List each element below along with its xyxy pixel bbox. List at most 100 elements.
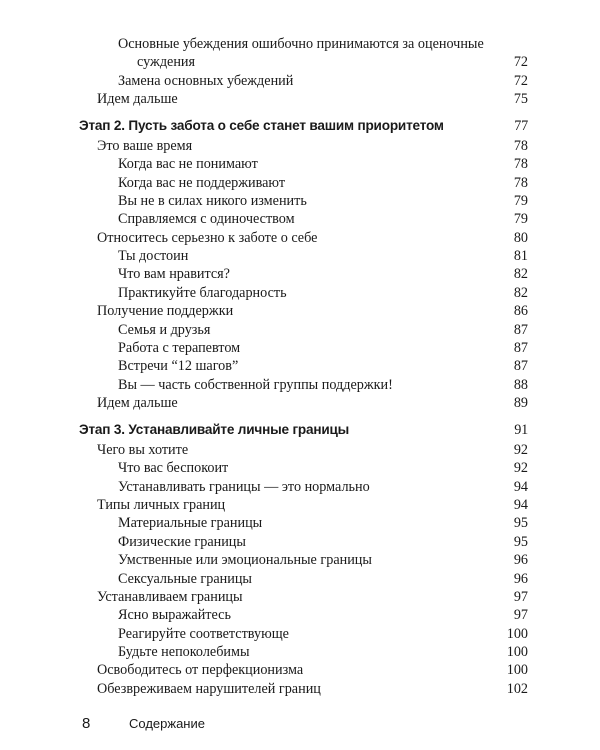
toc-entry-title: Обезвреживаем нарушителей границ: [97, 680, 321, 697]
toc-entry: Обезвреживаем нарушителей границ 102: [79, 680, 528, 698]
toc-entry-title: Типы личных границ: [97, 496, 226, 513]
toc-page-number: 82: [513, 266, 528, 283]
toc-page-number: 89: [513, 395, 528, 412]
toc-entry-title: Идем дальше: [97, 395, 178, 412]
toc-entry-title: Ты достоин: [118, 248, 189, 265]
running-header: Содержание: [129, 716, 205, 731]
toc-entry-title: Освободитесь от перфекционизма: [97, 662, 304, 679]
toc-entry: Сексуальные границы 96: [79, 570, 528, 588]
toc-page-number: 100: [506, 644, 528, 661]
toc-page-number: 78: [513, 156, 528, 173]
toc-page-number: 77: [514, 118, 528, 135]
table-of-contents: Основные убеждения ошибочно принимаются …: [79, 35, 528, 698]
toc-entry-title: Вы — часть собственной группы поддержки!: [118, 376, 393, 393]
toc-page-number: 87: [513, 321, 528, 338]
toc-entry: Вы — часть собственной группы поддержки!…: [79, 376, 528, 394]
toc-entry: Материальные границы 95: [79, 514, 528, 532]
toc-page-number: 78: [513, 174, 528, 191]
toc-entry: Физические границы 95: [79, 533, 528, 551]
toc-page-number: 72: [513, 72, 528, 89]
toc-entry: Ты достоин 81: [79, 247, 528, 265]
toc-entry: Чего вы хотите 92: [79, 441, 528, 459]
toc-page-number: 88: [513, 376, 528, 393]
toc-entry-title: Когда вас не поддерживают: [118, 174, 286, 191]
toc-entry-title: Относитесь серьезно к заботе о себе: [97, 229, 318, 246]
toc-entry-title: Практикуйте благодарность: [118, 284, 287, 301]
toc-page-number: 94: [513, 496, 528, 513]
toc-entry: Когда вас не поддерживают 78: [79, 174, 528, 192]
toc-entry: Устанавливаем границы 97: [79, 588, 528, 606]
toc-page-number: 97: [513, 607, 528, 624]
toc-entry: Устанавливать границы — это нормально 94: [79, 478, 528, 496]
toc-page-number: 87: [513, 340, 528, 357]
toc-entry: Реагируйте соответствующе 100: [79, 625, 528, 643]
toc-entry-title: Что вас беспокоит: [118, 460, 229, 477]
toc-page-number: 95: [513, 533, 528, 550]
toc-page-number: 95: [513, 515, 528, 532]
toc-entry: Идем дальше 75: [79, 90, 528, 108]
toc-entry: Идем дальше 89: [79, 394, 528, 412]
toc-page-number: 94: [513, 478, 528, 495]
toc-entry: Что вас беспокоит 92: [79, 459, 528, 477]
toc-entry-title: Замена основных убеждений: [118, 72, 294, 89]
toc-entry: Будьте непоколебимы 100: [79, 643, 528, 661]
toc-page-number: 100: [506, 662, 528, 679]
toc-page-number: 80: [513, 229, 528, 246]
toc-page-number: 87: [513, 358, 528, 375]
toc-chapter: Этап 2. Пусть забота о себе станет вашим…: [79, 117, 528, 135]
toc-page-number: 92: [513, 460, 528, 477]
toc-page-number: 82: [513, 284, 528, 301]
toc-page-number: 79: [513, 211, 528, 228]
toc-entry-title: Что вам нравится?: [118, 266, 230, 283]
toc-entry: Работа с терапевтом 87: [79, 339, 528, 357]
toc-entry: Встречи “12 шагов” 87: [79, 357, 528, 375]
toc-entry: Семья и друзья 87: [79, 321, 528, 339]
toc-entry-title: Чего вы хотите: [97, 441, 189, 458]
page-number: 8: [82, 715, 91, 732]
toc-page-number: 86: [513, 303, 528, 320]
toc-entry-title: Идем дальше: [97, 91, 178, 108]
toc-page-number: 96: [513, 552, 528, 569]
toc-entry: Ясно выражайтесь 97: [79, 606, 528, 624]
toc-entry-title: Этап 3. Устанавливайте личные границы: [79, 422, 350, 438]
toc-entry-title: Это ваше время: [97, 137, 193, 154]
page-footer: 8 Содержание: [82, 715, 205, 732]
toc-entry: суждения 72: [79, 53, 528, 71]
toc-entry-title: Семья и друзья: [118, 321, 211, 338]
toc-entry-title: Умственные или эмоциональные границы: [118, 552, 372, 569]
toc-entry-title: Вы не в силах никого изменить: [118, 192, 307, 209]
toc-entry-title: Получение поддержки: [97, 303, 234, 320]
toc-page-number: 81: [513, 248, 528, 265]
toc-entry: Когда вас не понимают 78: [79, 155, 528, 173]
toc-entry: Практикуйте благодарность 82: [79, 284, 528, 302]
toc-entry: Относитесь серьезно к заботе о себе 80: [79, 229, 528, 247]
toc-page-number: 102: [506, 680, 528, 697]
toc-entry: Это ваше время 78: [79, 137, 528, 155]
toc-entry: Умственные или эмоциональные границы 96: [79, 551, 528, 569]
toc-page-number: 72: [513, 54, 528, 71]
toc-entry-title: Устанавливаем границы: [97, 588, 243, 605]
toc-entry-title: Будьте непоколебимы: [118, 644, 250, 661]
toc-entry-title: Когда вас не понимают: [118, 156, 258, 173]
toc-page-number: 75: [513, 91, 528, 108]
toc-entry: Освободитесь от перфекционизма 100: [79, 661, 528, 679]
toc-page-number: 96: [513, 570, 528, 587]
toc-entry-title: суждения: [137, 54, 196, 71]
toc-chapter: Этап 3. Устанавливайте личные границы 91: [79, 421, 528, 439]
toc-page-number: 97: [513, 588, 528, 605]
toc-entry: Замена основных убеждений 72: [79, 72, 528, 90]
toc-page-number: 100: [506, 625, 528, 642]
toc-page-number: 91: [514, 422, 528, 439]
toc-entry: Типы личных границ 94: [79, 496, 528, 514]
toc-entry-title: Справляемся с одиночеством: [118, 211, 295, 228]
toc-entry-title: Работа с терапевтом: [118, 340, 241, 357]
toc-entry-title: Физические границы: [118, 533, 246, 550]
toc-entry-title: Ясно выражайтесь: [118, 607, 231, 624]
toc-entry-title: Основные убеждения ошибочно принимаются …: [118, 36, 484, 52]
toc-entry: Справляемся с одиночеством 79: [79, 210, 528, 228]
toc-entry-title: Сексуальные границы: [118, 570, 252, 587]
toc-entry: Основные убеждения ошибочно принимаются …: [79, 35, 528, 53]
toc-entry: Что вам нравится? 82: [79, 265, 528, 283]
toc-page-number: 78: [513, 137, 528, 154]
toc-entry: Получение поддержки 86: [79, 302, 528, 320]
